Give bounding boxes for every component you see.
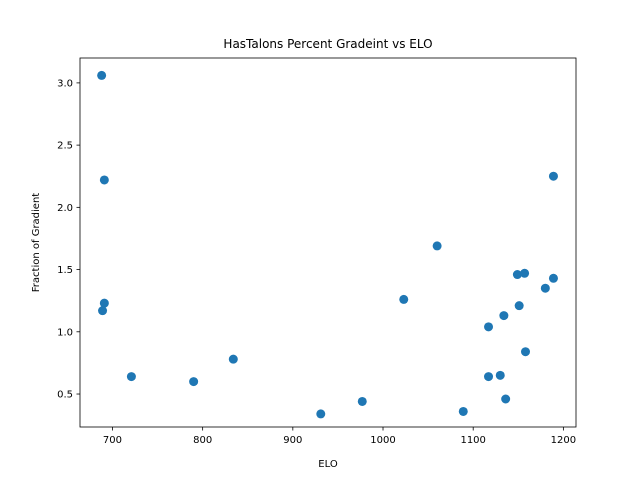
data-point: [189, 377, 199, 387]
data-point: [98, 306, 108, 316]
x-axis-label: ELO: [318, 459, 338, 470]
data-point: [126, 372, 136, 382]
data-point: [357, 396, 367, 406]
data-point: [514, 301, 524, 311]
data-point: [499, 311, 509, 321]
plot-area-frame: [79, 57, 577, 428]
y-tick-label: 2.5: [57, 141, 73, 152]
y-tick-label: 1.0: [57, 327, 73, 338]
x-axis-ticks: 700 800 900 1000 1100 1200: [103, 427, 576, 446]
data-point: [484, 372, 494, 382]
y-tick-label: 3.0: [57, 78, 73, 89]
x-tick-label: 1000: [370, 435, 395, 446]
data-point: [99, 175, 109, 185]
y-tick-label: 1.5: [57, 265, 73, 276]
y-tick-label: 2.0: [57, 203, 73, 214]
data-point: [99, 298, 109, 308]
x-tick-label: 1200: [551, 435, 576, 446]
data-point: [548, 273, 558, 283]
data-point: [548, 171, 558, 181]
data-point: [458, 406, 468, 416]
data-point: [495, 370, 505, 380]
data-point: [316, 409, 326, 419]
chart-title: HasTalons Percent Gradeint vs ELO: [223, 37, 432, 51]
data-point: [228, 354, 238, 364]
y-tick-label: 0.5: [57, 390, 73, 401]
x-tick-label: 800: [193, 435, 212, 446]
y-axis-label: Fraction of Gradient: [31, 193, 42, 293]
data-point: [399, 294, 409, 304]
data-point: [432, 241, 442, 251]
data-point: [540, 283, 550, 293]
data-point: [520, 268, 530, 278]
y-axis-ticks: 0.5 1.0 1.5 2.0 2.5 3.0: [57, 78, 80, 401]
data-point: [97, 70, 107, 80]
data-point: [501, 394, 511, 404]
data-point: [484, 322, 494, 332]
data-point: [512, 270, 522, 280]
data-points: [97, 70, 558, 419]
x-tick-label: 900: [283, 435, 302, 446]
x-tick-label: 700: [103, 435, 122, 446]
x-tick-label: 1100: [460, 435, 485, 446]
data-point: [520, 347, 530, 357]
